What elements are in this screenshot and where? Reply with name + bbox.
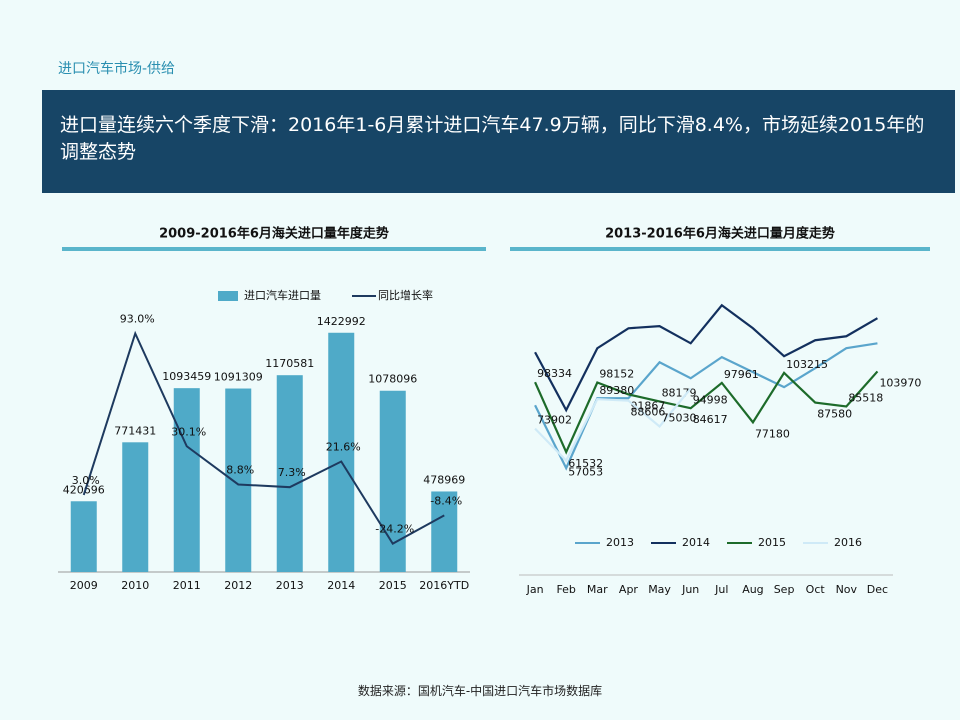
line-label: 30.1% bbox=[171, 425, 206, 438]
headline: 进口量连续六个季度下滑：2016年1-6月累计进口汽车47.9万辆，同比下滑8.… bbox=[42, 90, 955, 193]
bar-label: 1422992 bbox=[317, 315, 366, 328]
bar-label: 1078096 bbox=[368, 373, 417, 386]
data-label: 75030 bbox=[662, 411, 697, 424]
bar-label: 1091309 bbox=[214, 371, 263, 384]
x-tick-label: Apr bbox=[619, 583, 639, 596]
data-label: 77180 bbox=[755, 427, 790, 440]
data-label: 98334 bbox=[537, 367, 572, 380]
bar-label: 478969 bbox=[423, 473, 465, 486]
line-label: 3.0% bbox=[72, 474, 100, 487]
bar bbox=[225, 388, 252, 572]
x-tick-label: Feb bbox=[556, 583, 575, 596]
x-tick-label: 2010 bbox=[121, 579, 149, 592]
legend-label: 2014 bbox=[682, 536, 710, 549]
x-tick-label: Mar bbox=[587, 583, 608, 596]
legend-label: 2015 bbox=[758, 536, 786, 549]
data-label: 97961 bbox=[724, 368, 759, 381]
line-label: 8.8% bbox=[226, 463, 254, 476]
x-tick-label: Nov bbox=[836, 583, 858, 596]
data-label: 73902 bbox=[537, 414, 572, 427]
bar bbox=[328, 332, 355, 572]
series-line bbox=[534, 387, 692, 463]
legend-label: 同比增长率 bbox=[378, 288, 433, 302]
x-tick-label: Jun bbox=[681, 583, 699, 596]
chart-title: 2009-2016年6月海关进口量年度走势 bbox=[159, 226, 389, 242]
x-tick-label: Dec bbox=[867, 583, 888, 596]
legend-swatch bbox=[218, 291, 238, 301]
legend-label: 2013 bbox=[606, 536, 634, 549]
bar bbox=[276, 375, 303, 572]
title-rule bbox=[510, 247, 930, 251]
data-label: 88179 bbox=[662, 386, 697, 399]
data-label: 85518 bbox=[848, 392, 883, 405]
data-label: 103215 bbox=[786, 358, 828, 371]
x-tick-label: Jan bbox=[526, 583, 544, 596]
x-tick-label: Oct bbox=[806, 583, 826, 596]
x-tick-label: 2015 bbox=[379, 579, 407, 592]
bar bbox=[431, 491, 458, 572]
data-label: 57053 bbox=[568, 466, 603, 479]
bar-label: 771431 bbox=[114, 424, 156, 437]
data-label: 103970 bbox=[879, 376, 921, 389]
data-label: 89380 bbox=[599, 384, 634, 397]
x-tick-label: Jul bbox=[714, 583, 728, 596]
bar bbox=[122, 442, 149, 572]
data-label: 87580 bbox=[817, 408, 852, 421]
bar bbox=[70, 501, 97, 572]
chart-title: 2013-2016年6月海关进口量月度走势 bbox=[605, 226, 835, 242]
series-line bbox=[82, 330, 445, 545]
data-label: 84617 bbox=[693, 413, 728, 426]
data-label: 94998 bbox=[693, 394, 728, 407]
legend-label: 进口汽车进口量 bbox=[244, 288, 321, 302]
data-label: 88606 bbox=[630, 406, 665, 419]
series-line bbox=[534, 370, 879, 455]
x-tick-label: May bbox=[648, 583, 671, 596]
series-line bbox=[534, 303, 878, 413]
line-label: -24.2% bbox=[375, 523, 414, 536]
x-tick-label: 2009 bbox=[70, 579, 98, 592]
data-label: 98152 bbox=[599, 368, 634, 381]
x-tick-label: 2011 bbox=[173, 579, 201, 592]
section-label: 进口汽车市场-供给 bbox=[58, 61, 176, 77]
x-tick-label: Sep bbox=[774, 583, 795, 596]
x-tick-label: Aug bbox=[742, 583, 763, 596]
source-note: 数据来源：国机汽车-中国进口汽车市场数据库 bbox=[357, 684, 603, 698]
bar bbox=[173, 388, 200, 572]
bar bbox=[379, 390, 406, 572]
x-tick-label: 2013 bbox=[276, 579, 304, 592]
legend-label: 2016 bbox=[834, 536, 862, 549]
x-tick-label: 2014 bbox=[327, 579, 355, 592]
x-tick-label: 2012 bbox=[224, 579, 252, 592]
bar-label: 1093459 bbox=[162, 370, 211, 383]
title-rule bbox=[62, 247, 486, 251]
data-label: 61532 bbox=[568, 457, 603, 470]
line-label: -8.4% bbox=[430, 494, 462, 507]
x-tick-label: 2016YTD bbox=[419, 579, 469, 592]
charts: 2009-2016年6月海关进口量年度走势 2009 2010 2011 2012 201… bbox=[58, 226, 930, 596]
line-label: 7.3% bbox=[278, 466, 306, 479]
line-label: 93.0% bbox=[120, 312, 155, 325]
bar-label: 420696 bbox=[63, 483, 105, 496]
line-label: 21.6% bbox=[326, 441, 361, 454]
bar-label: 1170581 bbox=[265, 357, 314, 370]
